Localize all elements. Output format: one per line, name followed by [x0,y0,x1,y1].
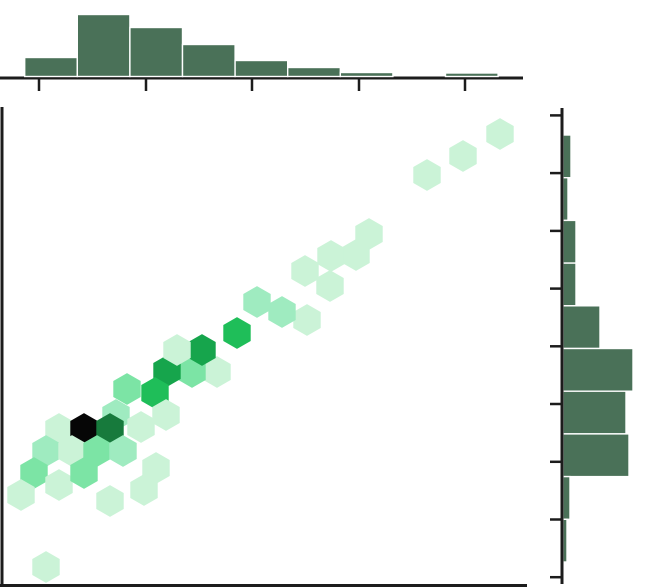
top-marginal-bar [181,43,236,78]
right-marginal-bar [562,390,627,435]
hex-bin-level-3 [70,457,98,489]
hex-bin-level-2 [109,435,137,467]
top-marginal-bar [76,13,131,78]
top-marginal-bar [234,59,289,78]
top-marginal-bar [129,26,184,78]
right-marginal-bar [562,433,630,478]
hex-bin-level-1 [96,485,124,517]
hex-bin-level-1 [32,551,60,583]
hex-bin-level-2 [243,286,271,318]
hex-bin-level-3 [113,373,141,405]
right-marginal-bar [562,176,569,222]
right-marginal-bar [562,219,577,264]
hex-bin-level-1 [163,334,191,366]
hex-bin-level-1 [127,411,155,443]
top-marginal-bar [287,66,342,78]
hex-bin-level-1 [45,469,73,501]
top-marginal-bar [24,56,78,78]
hex-bin-level-1 [316,270,344,302]
hex-bin-level-2 [268,296,296,328]
right-marginal-bar [562,475,571,521]
right-marginal-bar [562,134,572,179]
right-marginal-bar [562,305,601,350]
hex-bin-level-1 [152,399,180,431]
hex-bin-level-1 [291,255,319,287]
top-marginal-bar [444,72,499,78]
hex-bin-level-1 [317,240,345,272]
hex-bin-level-1 [7,479,35,511]
hex-bin-level-4 [223,317,251,349]
right-marginal-bar [562,347,634,392]
right-marginal-bar [562,518,568,563]
hex-bin-level-1 [413,159,441,191]
right-marginal-bar [562,262,577,307]
hex-bin-level-1 [449,140,477,172]
hex-bin-level-1 [293,304,321,336]
top-marginal-bar [339,71,394,78]
hex-bin-level-1 [142,452,170,484]
hex-bin-level-1 [486,118,514,150]
